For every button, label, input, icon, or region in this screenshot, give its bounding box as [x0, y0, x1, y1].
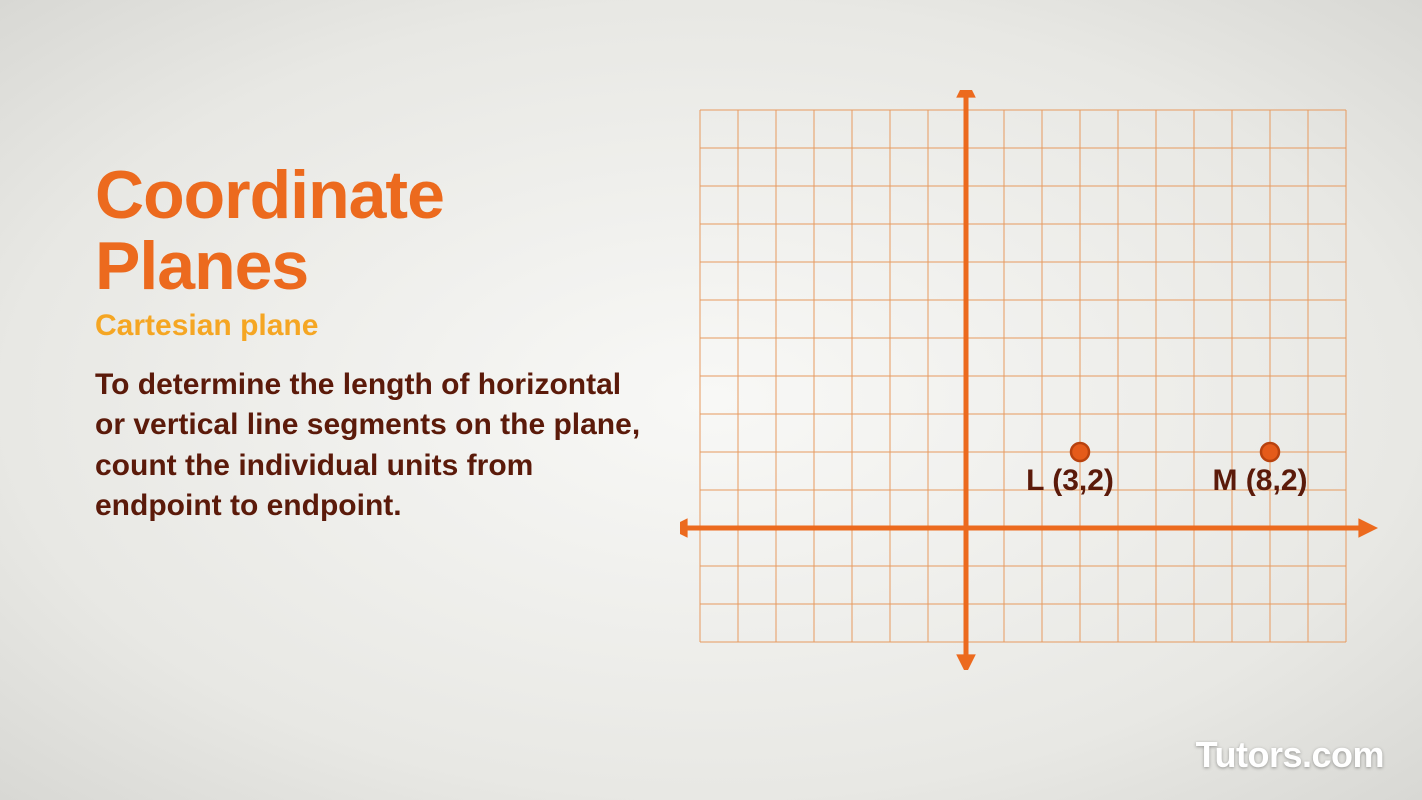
page-title: Coordinate Planes — [95, 160, 655, 303]
point-M — [1261, 443, 1279, 461]
title-line-1: Coordinate — [95, 157, 444, 233]
page-subtitle: Cartesian plane — [95, 309, 655, 343]
grid-svg: L (3,2) M (8,2) — [680, 90, 1380, 670]
body-text: To determine the length of horizontal or… — [95, 365, 655, 527]
title-line-2: Planes — [95, 228, 308, 304]
text-block: Coordinate Planes Cartesian plane To det… — [95, 160, 655, 527]
coordinate-plane-chart: L (3,2) M (8,2) — [680, 90, 1380, 670]
point-label-L: L (3,2) — [1026, 464, 1114, 497]
point-L — [1071, 443, 1089, 461]
point-label-M: M (8,2) — [1212, 464, 1307, 497]
watermark: Tutors.com — [1196, 734, 1384, 776]
